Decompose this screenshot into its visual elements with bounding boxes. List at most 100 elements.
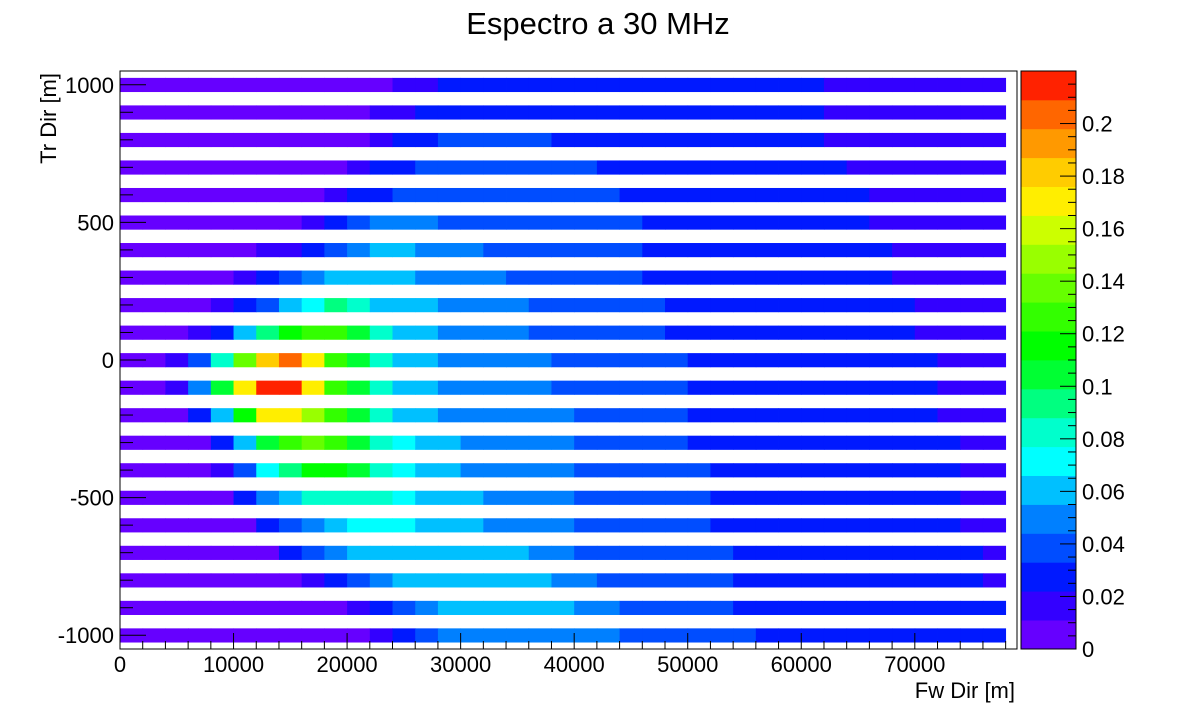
heatmap-cell	[892, 408, 916, 423]
heatmap-cell	[483, 380, 507, 395]
colorbar-band	[1021, 504, 1076, 534]
heatmap-cell	[551, 105, 575, 120]
heatmap-cell	[574, 380, 598, 395]
heatmap-cell	[506, 215, 530, 230]
heatmap-cell	[960, 160, 984, 175]
heatmap-cell	[506, 298, 530, 313]
heatmap-cell	[914, 353, 938, 368]
heatmap-cell	[188, 628, 212, 643]
heatmap-cell	[233, 600, 257, 615]
heatmap-cell	[937, 132, 961, 148]
heatmap-cell	[392, 132, 416, 148]
heatmap-cell	[642, 545, 666, 560]
heatmap-cell	[188, 408, 212, 423]
heatmap-cell	[596, 243, 620, 258]
heatmap-cell	[188, 490, 212, 505]
heatmap-cell	[437, 380, 462, 395]
heatmap-cell	[415, 160, 439, 175]
heatmap-cell	[392, 573, 416, 588]
heatmap-cell	[665, 490, 689, 505]
heatmap-cell	[142, 77, 166, 93]
heatmap-cell	[392, 160, 416, 175]
heatmap-cell	[142, 600, 166, 615]
heatmap-cell	[823, 270, 848, 285]
heatmap-cell	[301, 105, 325, 120]
heatmap-cell	[392, 105, 416, 120]
heatmap-cell	[642, 435, 666, 450]
heatmap-cell	[642, 463, 666, 478]
heatmap-cell	[869, 408, 893, 423]
heatmap-cell	[324, 215, 348, 230]
heatmap-cell	[483, 187, 507, 203]
heatmap-cell	[142, 380, 166, 395]
colorbar-tick-label: 0.12	[1082, 322, 1125, 347]
heatmap-cell	[188, 573, 212, 588]
heatmap-cell	[437, 573, 462, 588]
heatmap-cell	[892, 490, 916, 505]
heatmap-cell	[710, 408, 734, 423]
heatmap-cell	[301, 435, 325, 450]
heatmap-cell	[574, 243, 598, 258]
heatmap-cell	[960, 298, 984, 313]
heatmap-cell	[960, 600, 984, 615]
heatmap-cell	[347, 132, 371, 148]
heatmap-cell	[982, 435, 1007, 450]
heatmap-cell	[142, 215, 166, 230]
heatmap-cell	[574, 435, 598, 450]
heatmap-cell	[256, 408, 280, 423]
heatmap-cell	[596, 215, 620, 230]
heatmap-cell	[324, 408, 348, 423]
heatmap-cell	[823, 600, 848, 615]
heatmap-cell	[892, 518, 916, 533]
heatmap-cell	[551, 408, 575, 423]
heatmap-cell	[483, 545, 507, 560]
heatmap-cell	[483, 408, 507, 423]
heatmap-cell	[347, 325, 371, 340]
heatmap-cell	[823, 298, 848, 313]
heatmap-cell	[256, 490, 280, 505]
heatmap-cell	[982, 77, 1007, 93]
heatmap-cell	[301, 518, 325, 533]
heatmap-cell	[982, 545, 1007, 560]
heatmap-cell	[665, 132, 689, 148]
heatmap-cell	[710, 160, 734, 175]
heatmap-cell	[256, 353, 280, 368]
heatmap-cell	[437, 600, 462, 615]
heatmap-cell	[528, 270, 552, 285]
heatmap-cell	[687, 573, 711, 588]
heatmap-cell	[415, 435, 439, 450]
heatmap-cell	[869, 270, 893, 285]
heatmap-cell	[846, 270, 870, 285]
heatmap-cell	[278, 518, 303, 533]
heatmap-cell	[687, 325, 711, 340]
heatmap-cell	[278, 573, 303, 588]
heatmap-cell	[256, 600, 280, 615]
heatmap-cell	[755, 298, 779, 313]
heatmap-cell	[801, 77, 825, 93]
heatmap-cell	[778, 325, 802, 340]
heatmap-cell	[823, 518, 848, 533]
heatmap-cell	[619, 270, 643, 285]
heatmap-cell	[755, 380, 779, 395]
heatmap-cell	[528, 105, 552, 120]
x-tick-label: 50000	[657, 652, 718, 677]
heatmap-cell	[415, 408, 439, 423]
colorbar-band	[1021, 302, 1076, 332]
heatmap-cell	[846, 325, 870, 340]
heatmap-cell	[892, 160, 916, 175]
heatmap-cell	[415, 353, 439, 368]
heatmap-cell	[369, 243, 393, 258]
heatmap-cell	[892, 105, 916, 120]
heatmap-cell	[347, 628, 371, 643]
heatmap-cell	[437, 353, 462, 368]
heatmap-cell	[982, 490, 1007, 505]
heatmap-cell	[324, 105, 348, 120]
heatmap-cell	[823, 243, 848, 258]
heatmap-cell	[642, 518, 666, 533]
heatmap-cell	[823, 463, 848, 478]
heatmap-cell	[369, 160, 393, 175]
heatmap-cell	[437, 105, 462, 120]
heatmap-cell	[755, 160, 779, 175]
heatmap-cell	[982, 298, 1007, 313]
heatmap-cell	[937, 518, 961, 533]
